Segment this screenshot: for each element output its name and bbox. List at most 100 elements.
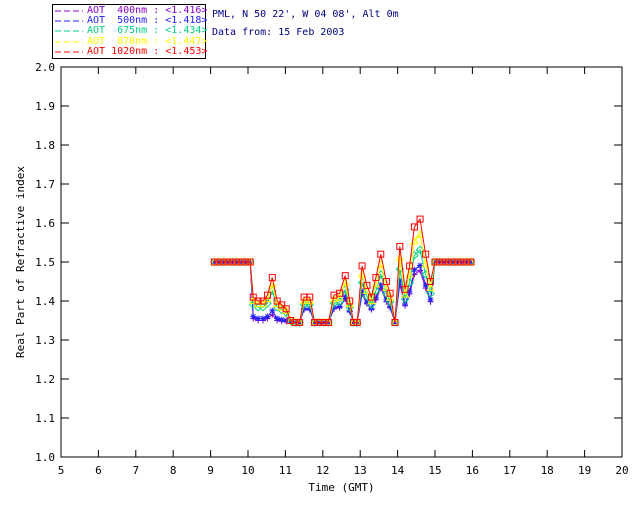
square-marker [349, 318, 357, 326]
legend-label: AOT 500nm : <1.418> [87, 15, 208, 27]
legend-line-swatch [55, 51, 83, 53]
square-marker [462, 258, 470, 266]
x-tick-label: 13 [354, 464, 367, 477]
triangle-marker [335, 292, 344, 301]
square-marker [467, 258, 475, 266]
square-marker [391, 318, 399, 326]
legend-line-swatch [55, 20, 83, 22]
legend-line-swatch [55, 41, 83, 43]
y-tick-label: 2.0 [35, 61, 55, 74]
square-marker [449, 258, 457, 266]
x-axis-title: Time (GMT) [308, 481, 374, 494]
asterisk-marker [260, 315, 266, 322]
y-tick-label: 1.6 [35, 217, 55, 230]
square-marker [358, 262, 366, 270]
asterisk-marker [279, 317, 285, 323]
y-tick-label: 1.2 [35, 373, 55, 386]
asterisk-marker [250, 314, 256, 320]
square-marker [346, 297, 354, 305]
square-marker [396, 242, 404, 250]
triangle-marker [400, 289, 410, 298]
legend-line-swatch [55, 10, 83, 12]
x-tick-label: 19 [578, 464, 591, 477]
square-marker [224, 258, 232, 266]
diamond-marker [362, 292, 372, 301]
square-marker [210, 258, 218, 266]
legend-item: AOT 675nm : <1.434> [55, 26, 207, 36]
square-marker [315, 318, 323, 326]
square-marker [431, 258, 439, 266]
legend-item: AOT 400nm : <1.416> [55, 6, 207, 16]
square-marker [215, 258, 223, 266]
square-marker [282, 305, 290, 313]
legend: AOT 400nm : <1.416> AOT 500nm : <1.418> AO… [52, 4, 208, 59]
diamond-marker [382, 289, 391, 298]
legend-label: AOT 400nm : <1.416> [87, 5, 208, 17]
diamond-marker [324, 318, 333, 327]
square-marker [435, 258, 443, 266]
x-tick-label: 20 [615, 464, 628, 477]
diamond-marker [410, 251, 419, 260]
x-tick-label: 12 [316, 464, 329, 477]
asterisk-marker [402, 301, 408, 307]
square-marker [249, 293, 257, 301]
diamond-marker [421, 270, 430, 279]
triangle-marker [281, 305, 291, 314]
y-tick-label: 1.8 [35, 139, 55, 152]
legend-item: AOT 870nm : <1.447> [55, 36, 207, 47]
y-tick-label: 1.0 [35, 451, 55, 464]
x-tick-label: 16 [466, 464, 479, 477]
y-tick-label: 1.7 [35, 178, 55, 191]
diamond-marker [295, 318, 304, 327]
asterisk-marker [269, 308, 275, 314]
square-marker [311, 318, 319, 326]
x-tick-label: 6 [95, 464, 102, 477]
asterisk-marker [417, 262, 423, 269]
square-marker [363, 281, 371, 289]
square-marker [324, 318, 332, 326]
square-marker [427, 278, 435, 285]
square-marker [233, 258, 241, 266]
diamond-marker [400, 294, 410, 304]
asterisk-marker [427, 297, 434, 303]
asterisk-marker [264, 314, 271, 320]
legend-line-swatch [55, 30, 83, 32]
plot-header: PML, N 50 22', W 04 08', Alt 0m Data fro… [212, 6, 399, 42]
station-title: PML, N 50 22', W 04 08', Alt 0m [212, 9, 399, 20]
x-tick-label: 17 [503, 464, 516, 477]
square-marker [422, 250, 430, 258]
square-marker [296, 318, 304, 326]
x-tick-label: 5 [58, 464, 65, 477]
diamond-marker [258, 302, 268, 312]
triangle-marker [426, 282, 435, 291]
triangle-marker [415, 229, 425, 238]
y-axis-title: Real Part of Refractive index [14, 166, 27, 358]
legend-item: AOT 1020nm : <1.453> [55, 46, 207, 57]
series-line [214, 217, 471, 323]
square-marker [246, 258, 254, 266]
square-marker [263, 291, 271, 299]
x-tick-label: 15 [428, 464, 441, 477]
diamond-marker [345, 302, 355, 312]
legend-label: AOT 675nm : <1.434> [87, 25, 208, 37]
square-marker [237, 258, 245, 266]
square-marker [259, 297, 267, 305]
square-marker [458, 258, 466, 266]
y-tick-label: 1.9 [35, 100, 55, 113]
asterisk-marker [411, 267, 417, 273]
square-marker [440, 258, 448, 266]
asterisk-marker [337, 303, 343, 310]
square-marker [367, 293, 375, 301]
x-tick-label: 7 [132, 464, 139, 477]
triangle-marker [385, 292, 395, 301]
square-marker [416, 215, 424, 223]
square-marker [273, 297, 281, 305]
square-marker [228, 258, 236, 266]
square-marker [287, 317, 295, 324]
x-tick-label: 14 [391, 464, 405, 477]
diamond-marker [405, 278, 414, 287]
square-marker [291, 318, 299, 326]
square-marker [278, 301, 286, 309]
data-date: Data from: 15 Feb 2003 [212, 27, 345, 38]
